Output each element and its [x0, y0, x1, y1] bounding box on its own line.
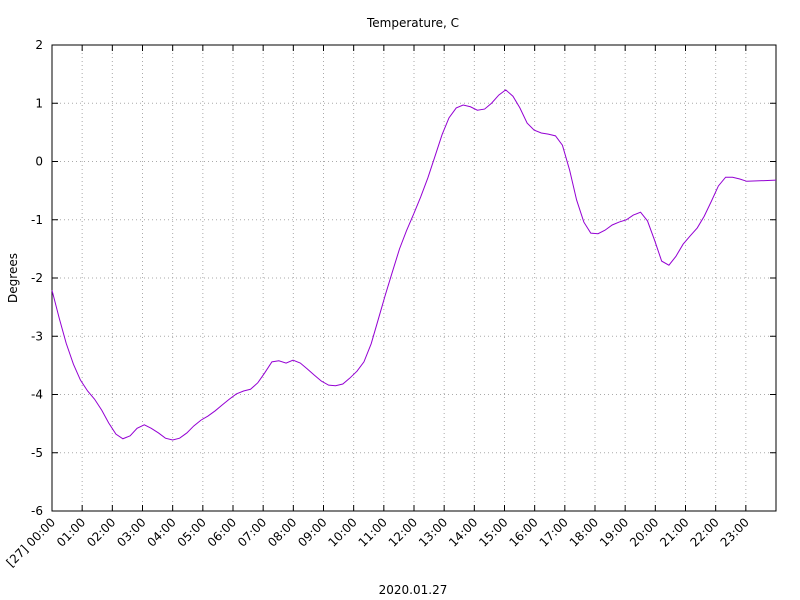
- y-tick-label: -1: [31, 213, 43, 227]
- y-axis-label: Degrees: [6, 253, 20, 303]
- data-line: [51, 89, 777, 441]
- y-tick-label: -3: [31, 329, 43, 343]
- plot-border: [51, 44, 777, 512]
- y-tick-label: 0: [35, 155, 43, 169]
- y-tick-label: -4: [31, 388, 43, 402]
- chart-title: Temperature, C: [366, 16, 459, 30]
- y-tick-label: 2: [35, 38, 43, 52]
- x-axis-label: 2020.01.27: [379, 583, 448, 597]
- y-tick-label: -5: [31, 446, 43, 460]
- y-tick-label: -6: [31, 504, 43, 518]
- y-tick-label: -2: [31, 271, 43, 285]
- y-tick-label: 1: [35, 96, 43, 110]
